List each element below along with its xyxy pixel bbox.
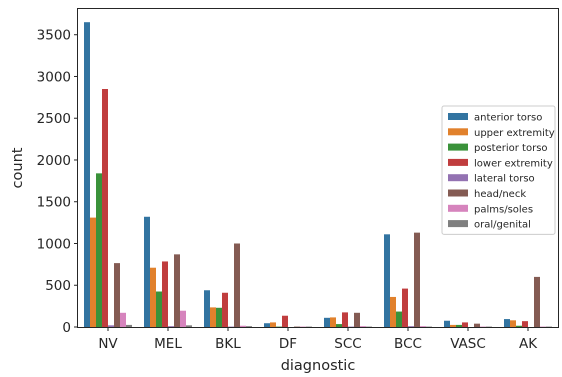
bar-df-upper-extremity [270, 322, 276, 327]
bar-bkl-anterior-torso [204, 290, 210, 327]
bar-nv-lateral-torso [108, 325, 114, 327]
y-tick-label: 2500 [37, 111, 71, 127]
x-axis: NV MEL BKL DF SCC BCC VASC AK [98, 327, 538, 352]
x-axis-label: diagnostic [281, 358, 356, 374]
x-tick-label: NV [98, 336, 118, 352]
bar-scc-head-neck [354, 312, 360, 327]
bar-mel-upper-extremity [150, 267, 156, 327]
bar-bkl-lower-extremity [222, 292, 228, 327]
x-tick-label: VASC [450, 336, 486, 352]
legend-swatch [448, 143, 468, 151]
y-axis: 0 500 1000 1500 2000 2500 3000 3500 [37, 28, 78, 336]
bar-bkl-oral-genital [246, 326, 252, 327]
x-tick-label: BCC [394, 336, 422, 352]
x-tick-label: SCC [334, 336, 361, 352]
bar-bcc-lateral-torso [408, 326, 414, 327]
bar-bkl-palms-soles [240, 325, 246, 327]
bar-df-anterior-torso [264, 323, 270, 327]
bar-bcc-anterior-torso [384, 234, 390, 327]
legend-swatch [448, 204, 468, 212]
bar-vasc-upper-extremity [450, 324, 456, 327]
bar-mel-posterior-torso [156, 291, 162, 327]
x-tick-label: BKL [215, 336, 241, 352]
bar-ak-head-neck [534, 276, 540, 327]
bar-mel-lateral-torso [168, 326, 174, 327]
bar-bkl-head-neck [234, 243, 240, 327]
x-tick-label: MEL [154, 336, 182, 352]
bar-mel-anterior-torso [144, 216, 150, 327]
legend-box [441, 105, 556, 235]
legend-swatch [448, 220, 468, 228]
y-tick-label: 3000 [37, 69, 71, 85]
bar-scc-anterior-torso [324, 317, 330, 327]
legend-label: lower extremity [474, 158, 553, 169]
plot-frame [77, 8, 559, 328]
legend-label: oral/genital [474, 220, 531, 231]
bar-scc-posterior-torso [336, 324, 342, 327]
bar-nv-anterior-torso [84, 22, 90, 327]
bar-mel-lower-extremity [162, 261, 168, 327]
legend-label: anterior torso [474, 113, 542, 124]
legend-swatch [448, 174, 468, 182]
bar-vasc-posterior-torso [456, 324, 462, 327]
y-tick-label: 1000 [37, 236, 71, 252]
bar-nv-posterior-torso [96, 173, 102, 327]
y-tick-label: 1500 [37, 195, 71, 211]
legend-swatch [448, 128, 468, 136]
bar-scc-palms-soles [360, 326, 366, 327]
bar-bcc-head-neck [414, 232, 420, 327]
legend-label: head/neck [474, 189, 526, 200]
legend-label: palms/soles [474, 204, 533, 215]
y-tick-label: 500 [45, 278, 71, 294]
bar-nv-palms-soles [120, 312, 126, 327]
bar-nv-oral-genital [126, 324, 132, 327]
bar-bcc-upper-extremity [390, 296, 396, 327]
bar-mel-head-neck [174, 254, 180, 327]
bar-ak-posterior-torso [516, 325, 522, 327]
bar-scc-lower-extremity [342, 312, 348, 327]
y-tick-label: 2000 [37, 153, 71, 169]
x-tick-label: DF [279, 336, 297, 352]
bar-mel-palms-soles [180, 310, 186, 327]
legend-swatch [448, 113, 468, 120]
bar-bcc-posterior-torso [396, 311, 402, 327]
bar-vasc-anterior-torso [444, 320, 450, 327]
bar-nv-head-neck [114, 263, 120, 327]
legend-label: posterior torso [474, 143, 548, 154]
legend-swatch [448, 158, 468, 166]
bar-vasc-lower-extremity [462, 322, 468, 327]
x-tick-label: AK [519, 336, 538, 352]
y-tick-label: 0 [62, 320, 71, 336]
bar-bkl-posterior-torso [216, 307, 222, 327]
legend-swatch [448, 189, 468, 197]
bar-df-lower-extremity [282, 315, 288, 327]
legend: anterior torso upper extremity posterior t… [441, 105, 556, 235]
y-axis-label: count [10, 147, 26, 188]
bar-ak-upper-extremity [510, 320, 516, 327]
y-tick-label: 3500 [37, 28, 71, 44]
bar-bcc-lower-extremity [402, 288, 408, 327]
bar-nv-lower-extremity [102, 89, 108, 327]
bar-vasc-head-neck [474, 323, 480, 327]
bar-bcc-palms-soles [420, 326, 426, 327]
bar-ak-lower-extremity [522, 321, 528, 327]
bar-ak-anterior-torso [504, 319, 510, 327]
bar-mel-oral-genital [186, 325, 192, 327]
legend-label: lateral torso [474, 174, 535, 185]
bar-bkl-upper-extremity [210, 307, 216, 327]
bar-scc-upper-extremity [330, 317, 336, 327]
legend-label: upper extremity [474, 128, 555, 139]
bar-nv-upper-extremity [90, 217, 96, 327]
bars-group [84, 22, 552, 327]
